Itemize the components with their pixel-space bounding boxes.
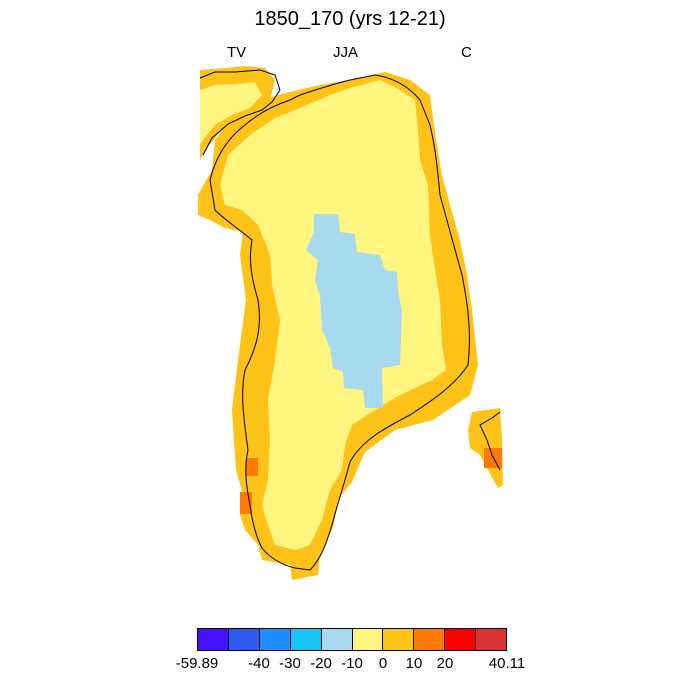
colorbar-box-7 xyxy=(414,629,446,650)
colorbar-label: 40.11 xyxy=(488,655,526,672)
coastline xyxy=(209,74,470,571)
colorbar-box-5 xyxy=(352,629,384,650)
colorbar-box-3 xyxy=(290,629,322,650)
field-cell-red-orange-1 xyxy=(246,458,258,476)
center-subtitle: JJA xyxy=(333,44,359,61)
colorbar-label: 0 xyxy=(378,655,388,672)
colorbar-box-4 xyxy=(321,629,353,650)
colorbar-box-8 xyxy=(445,629,477,650)
field-cell-red-orange-3 xyxy=(484,448,502,468)
colorbar-box-9 xyxy=(476,629,507,650)
colorbar-label: -59.89 xyxy=(175,655,219,672)
colorbar-label: 10 xyxy=(405,655,423,672)
plot-title: 1850_170 (yrs 12-21) xyxy=(254,8,446,30)
colorbar-label: -10 xyxy=(341,655,363,672)
colorbar-label: 20 xyxy=(436,655,454,672)
colorbar-label: -40 xyxy=(248,655,270,672)
field-cell-red-orange-2 xyxy=(240,492,252,514)
colorbar-box-2 xyxy=(259,629,291,650)
left-subtitle: TV xyxy=(227,44,247,61)
coastline-island xyxy=(479,411,501,471)
coastline-northwest xyxy=(199,69,281,156)
colorbar-box-1 xyxy=(228,629,260,650)
colorbar-label: -30 xyxy=(279,655,301,672)
field-region-northwest-inner xyxy=(200,82,262,145)
field-region-lightblue-core xyxy=(306,214,402,408)
colorbar-box-0 xyxy=(198,629,229,650)
colorbar-label: -20 xyxy=(310,655,332,672)
colorbar xyxy=(197,628,507,651)
right-subtitle: C xyxy=(461,44,472,61)
colorbar-box-6 xyxy=(383,629,415,650)
